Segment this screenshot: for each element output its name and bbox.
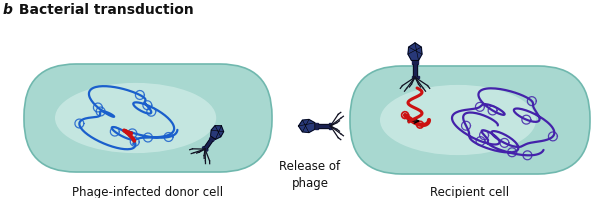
Polygon shape [412,76,418,78]
Text: Recipient cell: Recipient cell [431,186,509,198]
Text: Phage-infected donor cell: Phage-infected donor cell [73,186,223,198]
Polygon shape [315,123,318,129]
Polygon shape [209,136,215,141]
Ellipse shape [55,83,216,153]
Ellipse shape [380,85,536,155]
FancyBboxPatch shape [24,64,272,172]
Text: Bacterial transduction: Bacterial transduction [14,3,194,17]
Polygon shape [298,120,315,132]
Polygon shape [204,139,213,149]
Polygon shape [413,64,417,76]
Polygon shape [412,60,418,64]
Polygon shape [203,147,208,151]
Polygon shape [408,43,422,60]
Polygon shape [329,123,331,129]
Text: Release of
phage: Release of phage [279,160,340,190]
Polygon shape [210,126,224,139]
FancyBboxPatch shape [350,66,590,174]
Text: b: b [3,3,13,17]
Polygon shape [318,124,329,128]
